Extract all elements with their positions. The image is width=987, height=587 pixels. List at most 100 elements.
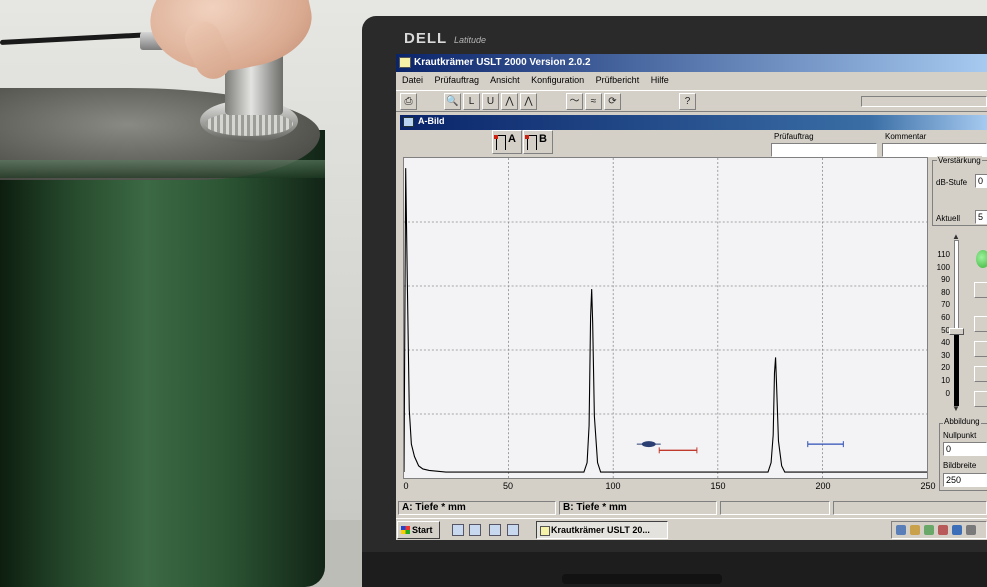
kommentar-label: Kommentar [885, 132, 927, 141]
screen: Krautkrämer USLT 2000 Version 2.0.2 Date… [396, 54, 987, 540]
probe-knurled-ring [205, 112, 293, 136]
nullpunkt-field[interactable]: 0 [943, 442, 987, 456]
side-button-2[interactable] [974, 316, 987, 332]
explorer-icon[interactable] [489, 524, 501, 536]
menu-hilfe[interactable]: Hilfe [650, 75, 669, 85]
taskbar: Start Krautkrämer USLT 20... [396, 518, 987, 540]
status-cell-3 [720, 501, 830, 515]
menu-bar: Datei Prüfauftrag Ansicht Konfiguration … [396, 73, 987, 89]
pulse-icon [494, 135, 506, 150]
clock-icon[interactable] [966, 525, 976, 535]
gain-scale-label: 30 [941, 350, 950, 360]
abbildung-label: Abbildung [943, 417, 981, 426]
side-button-5[interactable] [974, 391, 987, 407]
side-button-4[interactable] [974, 366, 987, 382]
gain-scale-label: 70 [941, 300, 950, 310]
waveform-icon[interactable]: 〜 [566, 93, 583, 110]
gain-scale-label: 60 [941, 313, 950, 322]
desktop-icon[interactable] [452, 524, 464, 536]
network-icon[interactable] [896, 525, 906, 535]
slider-down-arrow[interactable]: ▼ [952, 404, 960, 413]
app-icon [399, 57, 411, 68]
pruefauftrag-label: Prüfauftrag [774, 132, 814, 141]
system-tray [891, 521, 987, 539]
status-led [976, 250, 987, 268]
kommentar-field[interactable] [882, 143, 987, 157]
a-bild-icon [403, 117, 414, 127]
menu-ansicht[interactable]: Ansicht [490, 75, 520, 85]
gain-scale-label: 80 [941, 287, 950, 297]
peak-icon[interactable]: ⋀ [501, 93, 518, 110]
app-titlebar[interactable]: Krautkrämer USLT 2000 Version 2.0.2 [396, 54, 987, 72]
calibration-block-rim [0, 160, 325, 178]
gate-a-label: A [508, 133, 516, 145]
laptop-hinge [562, 574, 722, 584]
aktuell-label: Aktuell [936, 214, 961, 223]
db-stufe-label: dB-Stufe [936, 178, 968, 187]
display-icon[interactable] [952, 525, 962, 535]
gate-b-button[interactable]: B [523, 130, 553, 154]
x-tick-label: 0 [403, 481, 409, 491]
trace-icon[interactable]: ⋀ [520, 93, 537, 110]
power-icon[interactable] [924, 525, 934, 535]
printer-icon[interactable]: ⎙ [400, 93, 417, 110]
x-tick-label: 50 [502, 481, 514, 491]
a-scan-trace-0 [404, 168, 927, 473]
a-scan-chart[interactable] [403, 157, 928, 479]
toolbar: ⎙ 🔍 L U ⋀ ⋀ 〜 ≈ ⟳ ? [396, 90, 987, 112]
pruefauftrag-field[interactable] [771, 143, 877, 157]
gain-slider-fill [954, 330, 959, 406]
gain-scale-label: 0 [945, 388, 950, 398]
gate-u-icon[interactable]: U [482, 93, 499, 110]
x-tick-label: 150 [710, 481, 726, 491]
gate-l-icon[interactable]: L [463, 93, 480, 110]
db-stufe-field[interactable]: 0 [975, 174, 987, 188]
bildbreite-label: Bildbreite [943, 461, 977, 470]
verstaerkung-label: Verstärkung [937, 156, 982, 165]
nullpunkt-label: Nullpunkt [943, 431, 977, 440]
gain-scale-label: 100 [936, 262, 950, 272]
gain-scale-label: 20 [941, 363, 950, 373]
signal-icon[interactable]: ≈ [585, 93, 602, 110]
gain-scale-label: 90 [941, 275, 950, 285]
taskbar-app-button[interactable]: Krautkrämer USLT 20... [536, 521, 668, 539]
gate-b-label: B [539, 133, 547, 145]
side-button-3[interactable] [974, 341, 987, 357]
gain-slider-thumb[interactable] [949, 327, 964, 335]
x-tick-label: 250 [920, 481, 936, 491]
laptop-model: Latitude [454, 35, 487, 45]
a-bild-title: A-Bild [418, 116, 445, 126]
gain-scale-label: 110 [937, 250, 950, 259]
menu-konfiguration[interactable]: Konfiguration [531, 75, 585, 85]
gate-a-button[interactable]: A [492, 130, 522, 154]
security-icon[interactable] [938, 525, 948, 535]
side-button-1[interactable] [974, 282, 987, 298]
start-button[interactable]: Start [397, 521, 440, 539]
x-tick-label: 100 [605, 481, 621, 491]
status-bar: A: Tiefe * mm B: Tiefe * mm [396, 500, 987, 516]
gain-scale-label: 40 [941, 338, 950, 348]
slider-up-arrow[interactable]: ▲ [952, 232, 960, 241]
menu-pruefbericht[interactable]: Prüfbericht [595, 75, 640, 85]
gain-scale-label: 10 [941, 376, 950, 385]
app-title: Krautkrämer USLT 2000 Version 2.0.2 [414, 57, 591, 68]
pulse-icon [525, 135, 537, 150]
menu-datei[interactable]: Datei [402, 75, 424, 85]
a-bild-titlebar[interactable]: A-Bild [400, 115, 987, 130]
bildbreite-field[interactable]: 250 [943, 473, 987, 487]
calibration-block [0, 130, 325, 587]
pointer-icon[interactable]: ⟳ [604, 93, 621, 110]
volume-icon[interactable] [910, 525, 920, 535]
status-cell-4 [833, 501, 987, 515]
help-icon[interactable]: ? [679, 93, 696, 110]
menu-pruefauftrag[interactable]: Prüfauftrag [434, 75, 480, 85]
a-tiefe-readout: A: Tiefe * mm [398, 501, 556, 515]
b-tiefe-readout: B: Tiefe * mm [559, 501, 717, 515]
x-tick-label: 200 [815, 481, 831, 491]
aktuell-field[interactable]: 5 [975, 210, 987, 224]
zoom-icon[interactable]: 🔍 [444, 93, 461, 110]
gain-scale-label: 50 [941, 325, 950, 335]
laptop-brand: DELL [404, 30, 448, 47]
media-icon[interactable] [507, 524, 519, 536]
browser-icon[interactable] [469, 524, 481, 536]
